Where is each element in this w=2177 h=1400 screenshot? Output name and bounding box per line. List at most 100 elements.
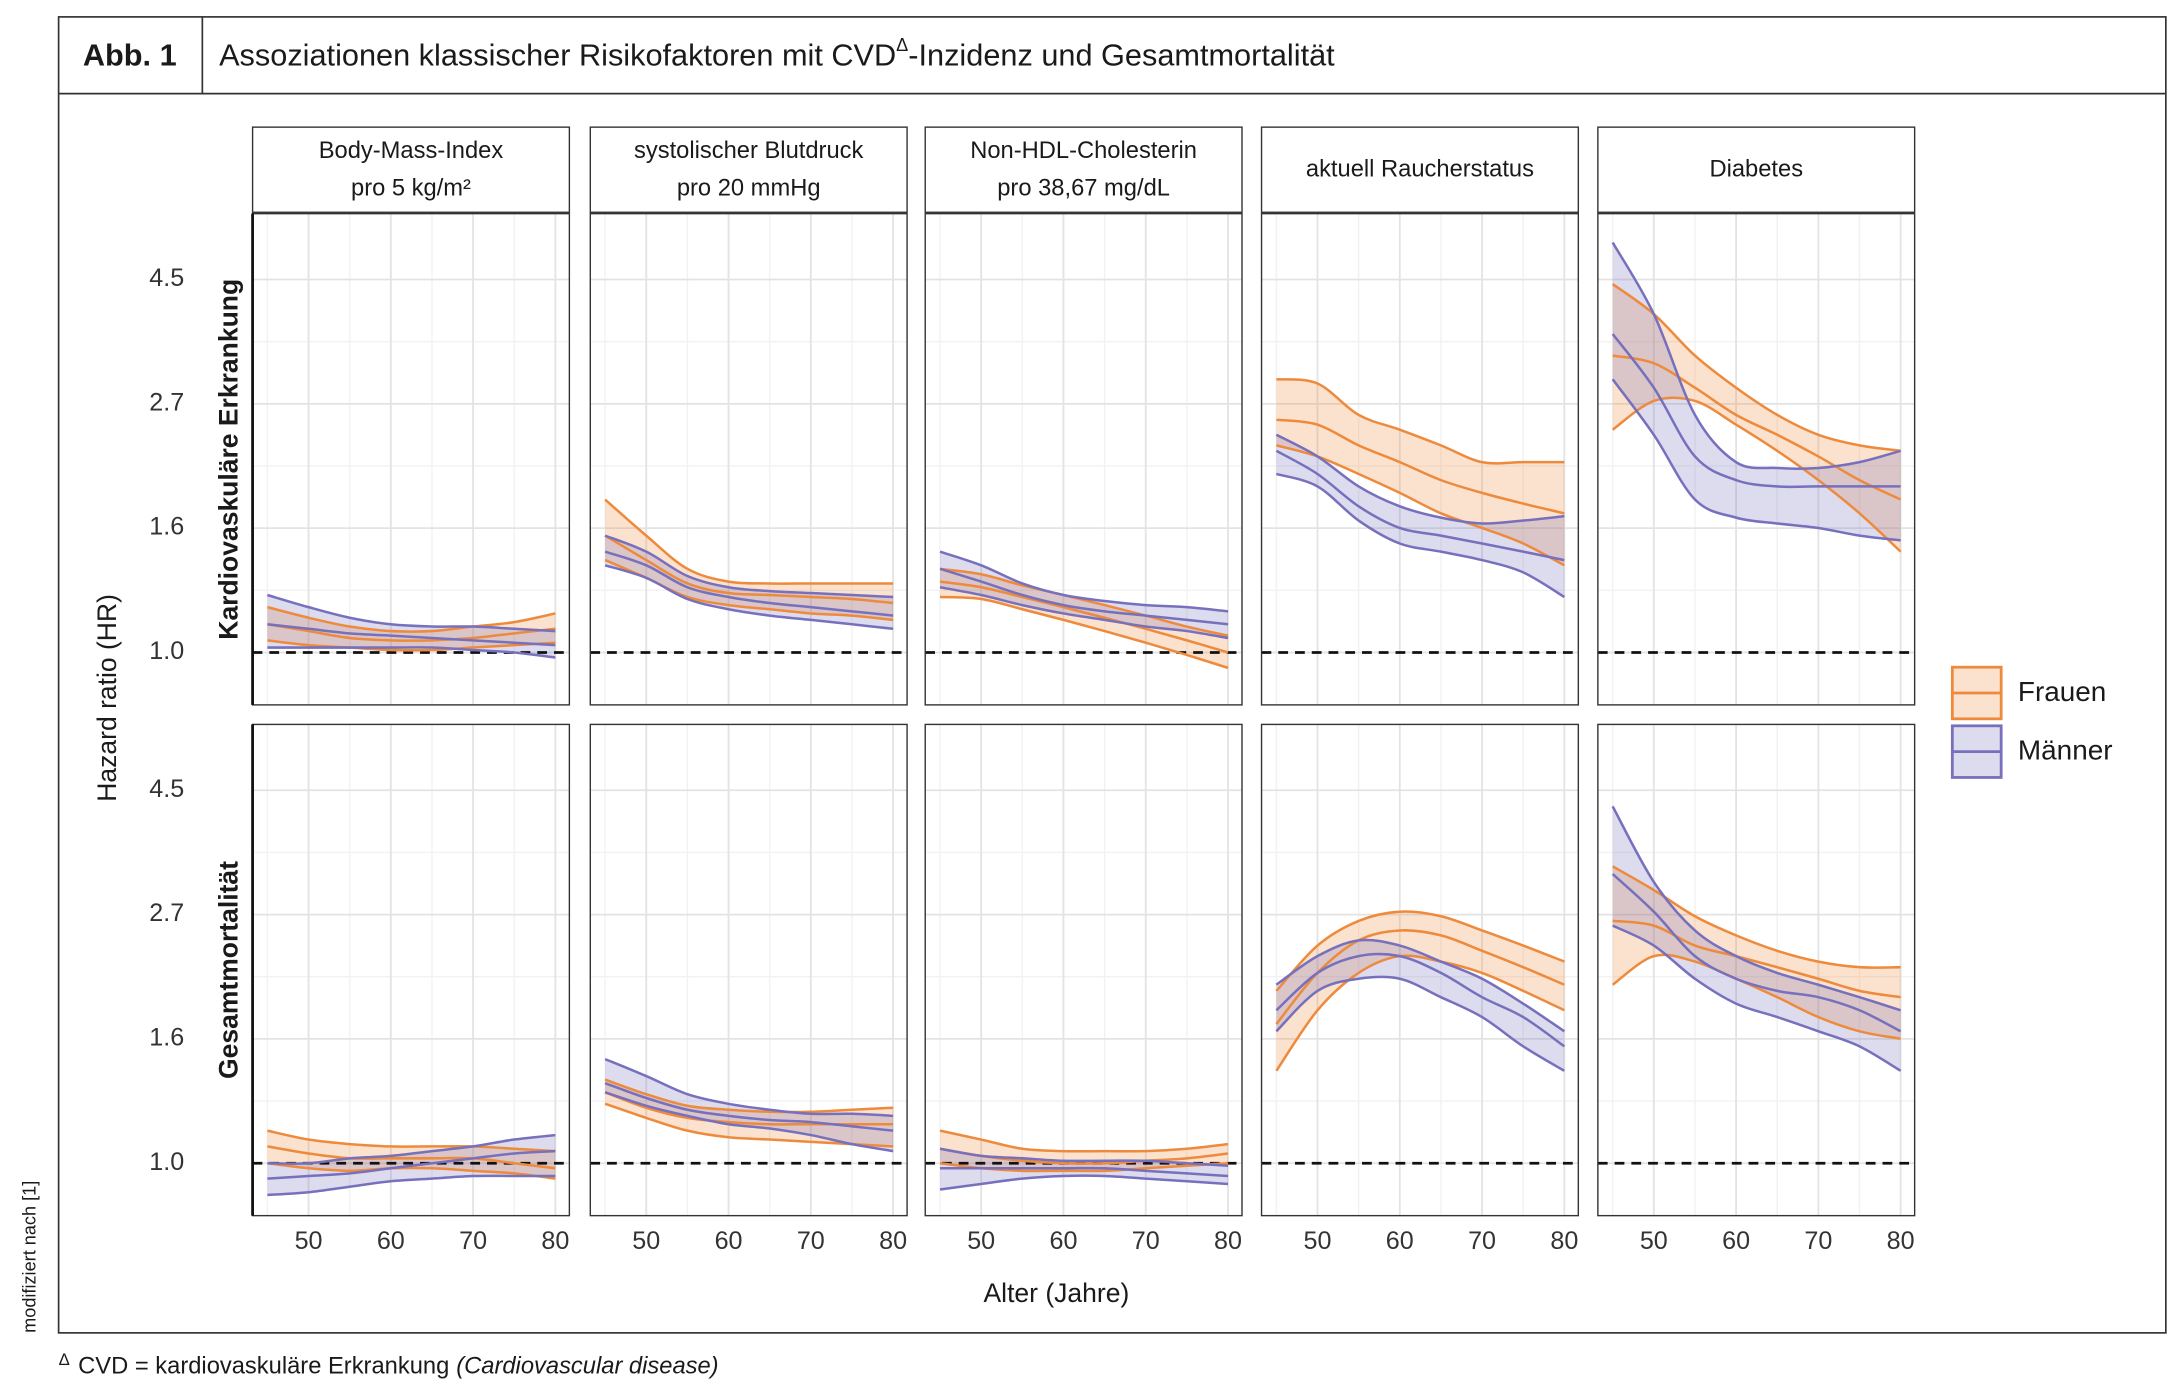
panel-background bbox=[925, 724, 1243, 1216]
confidence-band bbox=[1612, 866, 1901, 1039]
y-tick-label: 4.5 bbox=[149, 264, 184, 292]
y-tick-label: 1.6 bbox=[149, 1024, 184, 1052]
side-note: modifiziert nach [1] bbox=[19, 1181, 39, 1333]
x-tick-label: 50 bbox=[967, 1227, 995, 1255]
estimate-line bbox=[604, 534, 894, 605]
row-label: Kardiovaskuläre Erkrankung bbox=[213, 279, 243, 640]
x-tick-label: 70 bbox=[1804, 1227, 1832, 1255]
footnote: Δ CVD = kardiovaskuläre Erkrankung (Cardio… bbox=[59, 1350, 719, 1380]
estimate-line bbox=[604, 1081, 894, 1132]
estimate-line bbox=[939, 580, 1229, 654]
x-tick-label: 60 bbox=[1722, 1227, 1750, 1255]
x-tick-label: 80 bbox=[1887, 1227, 1915, 1255]
ci-line bbox=[604, 498, 894, 585]
ci-line bbox=[604, 1078, 894, 1114]
panel-background bbox=[925, 213, 1243, 705]
estimate-line bbox=[1612, 919, 1901, 999]
x-tick-label: 70 bbox=[459, 1227, 487, 1255]
title-superscript: Δ bbox=[896, 35, 908, 55]
ci-line bbox=[1612, 924, 1902, 1072]
confidence-band bbox=[605, 1059, 894, 1152]
panel-background bbox=[590, 213, 908, 705]
ci-line bbox=[1611, 953, 1901, 1040]
legend-label: Männer bbox=[2018, 735, 2113, 766]
ci-line bbox=[939, 550, 1229, 613]
panel-border bbox=[589, 212, 908, 706]
ci-line bbox=[1611, 805, 1902, 1012]
ci-line bbox=[267, 1133, 556, 1165]
panel-plot bbox=[1261, 910, 1579, 1165]
panel-border bbox=[924, 212, 1243, 706]
ci-line bbox=[604, 1057, 894, 1118]
y-tick-label: 4.5 bbox=[149, 775, 184, 803]
ci-line bbox=[939, 595, 1229, 670]
y-tick-label: 1.0 bbox=[149, 1148, 184, 1176]
strip-label: Non-HDL-Cholesterin bbox=[970, 138, 1197, 164]
confidence-band bbox=[1612, 284, 1901, 552]
confidence-band bbox=[1276, 434, 1565, 597]
confidence-band bbox=[267, 607, 556, 651]
estimate-line bbox=[1611, 873, 1902, 1033]
confidence-band bbox=[605, 535, 894, 629]
footnote-text: (Cardiovascular disease) bbox=[456, 1354, 718, 1380]
ci-line bbox=[939, 586, 1229, 640]
ci-line bbox=[604, 564, 894, 631]
panel-plot bbox=[252, 1129, 570, 1197]
ci-line bbox=[939, 1129, 1229, 1153]
y-tick-label: 1.0 bbox=[149, 637, 184, 665]
ci-line bbox=[604, 534, 894, 599]
title-text: -Inzidenz und Gesamtmortalität bbox=[908, 37, 1335, 72]
estimate-line bbox=[267, 1145, 556, 1170]
row-label: Gesamtmortalität bbox=[213, 861, 243, 1079]
ci-line bbox=[1611, 241, 1901, 470]
ci-line bbox=[1275, 975, 1565, 1072]
ci-line bbox=[1275, 472, 1565, 599]
ci-line bbox=[267, 646, 556, 659]
confidence-band bbox=[1612, 806, 1901, 1071]
panel-plot bbox=[590, 1057, 908, 1165]
estimate-line bbox=[604, 1091, 894, 1126]
strip-label: pro 5 kg/m² bbox=[351, 176, 471, 202]
figure-label: Abb. 1 bbox=[83, 37, 177, 72]
panel-background bbox=[1261, 724, 1579, 1216]
x-axis-title: Alter (Jahre) bbox=[984, 1278, 1130, 1308]
x-tick-label: 80 bbox=[1214, 1227, 1242, 1255]
panel-border bbox=[1260, 212, 1580, 706]
x-tick-label: 60 bbox=[715, 1227, 743, 1255]
x-tick-label: 70 bbox=[1468, 1227, 1496, 1255]
estimate-line bbox=[1611, 333, 1901, 489]
confidence-band bbox=[605, 1079, 894, 1147]
ci-line bbox=[1611, 378, 1901, 542]
strip-label: pro 38,67 mg/dL bbox=[997, 176, 1170, 202]
panel-plot bbox=[590, 498, 908, 654]
estimate-line bbox=[267, 623, 556, 647]
confidence-band bbox=[1276, 939, 1565, 1071]
estimate-line bbox=[939, 567, 1229, 626]
x-tick-label: 60 bbox=[1049, 1227, 1077, 1255]
strip-label: Body-Mass-Index bbox=[319, 138, 504, 164]
x-tick-label: 70 bbox=[1132, 1227, 1160, 1255]
ci-line bbox=[267, 639, 556, 652]
panel-background bbox=[1597, 724, 1915, 1216]
ci-line bbox=[267, 605, 556, 633]
x-tick-label: 60 bbox=[1386, 1227, 1414, 1255]
strip-label: aktuell Raucherstatus bbox=[1306, 157, 1534, 183]
ci-line bbox=[1276, 378, 1565, 465]
panel-plot bbox=[1597, 805, 1915, 1165]
panel-border bbox=[924, 723, 1243, 1217]
strip-label: pro 20 mmHg bbox=[677, 176, 821, 202]
chart-title: Assoziationen klassischer Risikofaktoren… bbox=[219, 35, 1335, 72]
confidence-band bbox=[1612, 242, 1901, 541]
ci-line bbox=[1611, 283, 1901, 453]
ci-line bbox=[939, 1174, 1229, 1191]
estimate-line bbox=[940, 1166, 1229, 1178]
panel-plot bbox=[925, 1129, 1243, 1191]
strip-label: systolischer Blutdruck bbox=[634, 138, 863, 164]
x-tick-label: 80 bbox=[1550, 1227, 1578, 1255]
ci-line bbox=[267, 1129, 556, 1153]
x-tick-label: 70 bbox=[797, 1227, 825, 1255]
ci-line bbox=[1275, 433, 1565, 525]
estimate-line bbox=[604, 550, 894, 617]
